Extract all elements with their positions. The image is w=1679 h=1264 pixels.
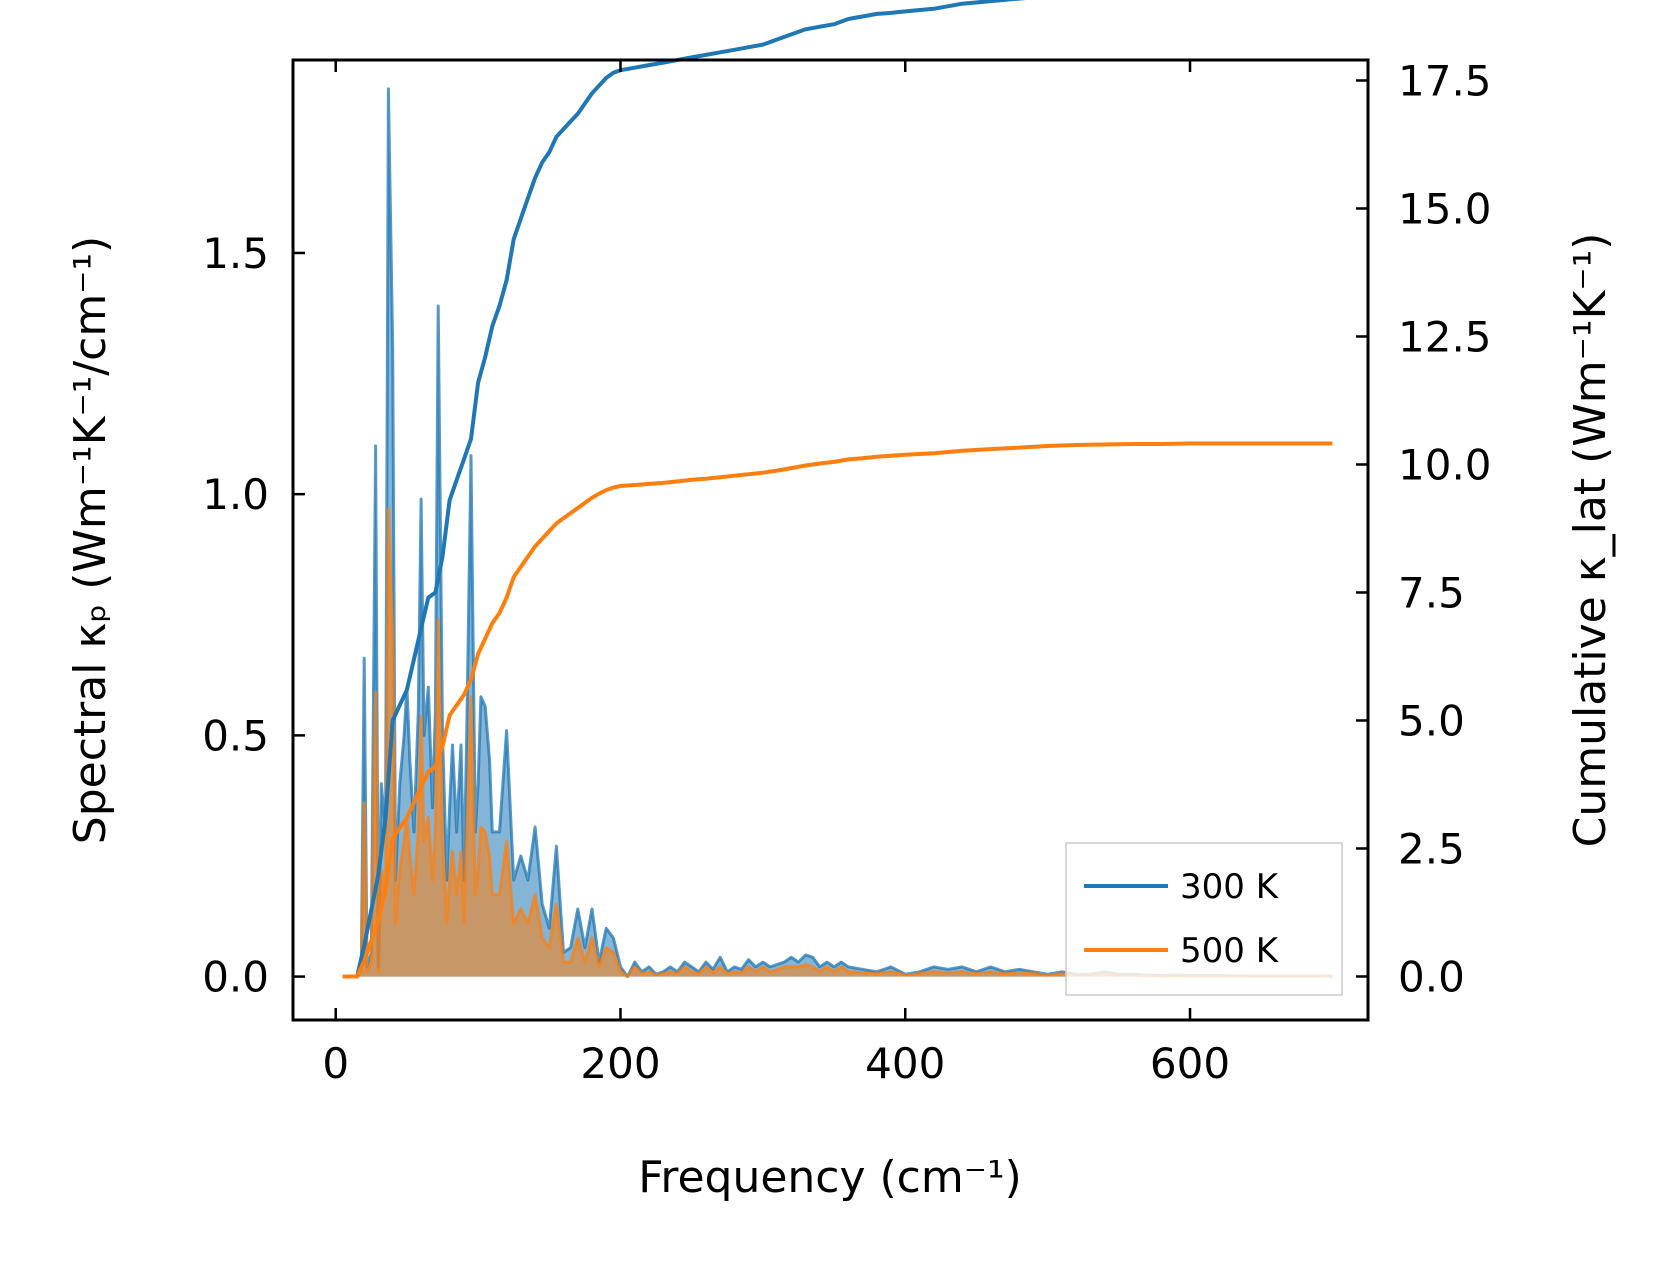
legend-box — [1065, 842, 1343, 996]
left-y-tick-label: 1.0 — [202, 470, 269, 519]
right-y-tick-label: 15.0 — [1398, 184, 1492, 233]
x-axis-label: Frequency (cm⁻¹) — [638, 1152, 1022, 1203]
right-y-axis-label: Cumulative κ_lat (Wm⁻¹K⁻¹) — [1565, 233, 1616, 848]
spectral-lines — [342, 87, 1333, 979]
x-tick-label: 0 — [322, 1039, 349, 1088]
left-y-axis-label: Spectral κₚ (Wm⁻¹K⁻¹/cm⁻¹) — [65, 236, 116, 844]
cumulative-line-300k — [342, 0, 1026, 979]
left-y-tick-label: 0.0 — [202, 953, 269, 1002]
right-y-tick-label: 5.0 — [1398, 696, 1465, 745]
right-y-tick-label: 10.0 — [1398, 440, 1492, 489]
spectral-fills — [342, 88, 1333, 977]
cumulative-lines — [342, 0, 1333, 979]
spectral-line-500k — [342, 507, 1333, 979]
right-y-tick-label: 0.0 — [1398, 952, 1465, 1001]
x-tick-label: 200 — [580, 1039, 660, 1088]
right-y-tick-label: 17.5 — [1398, 56, 1492, 105]
legend: 300 K 500 K — [1065, 842, 1343, 996]
plot-frame — [291, 58, 1370, 1022]
legend-label-300k: 300 K — [1180, 867, 1280, 907]
right-y-tick-label: 2.5 — [1398, 824, 1465, 873]
x-tick-label: 600 — [1150, 1039, 1230, 1088]
plot-area — [342, 0, 1333, 979]
spectral-fill-500k — [342, 508, 1333, 977]
cumulative-line-500k — [342, 441, 1333, 979]
legend-label-500k: 500 K — [1180, 931, 1280, 971]
right-y-axis-ticks: 0.0 2.5 5.0 7.5 10.0 12.5 15.0 17.5 — [1356, 56, 1492, 1001]
right-y-tick-label: 7.5 — [1398, 568, 1465, 617]
x-tick-label: 400 — [865, 1039, 945, 1088]
x-axis-ticks: 0 200 400 600 — [322, 60, 1230, 1088]
left-y-tick-label: 0.5 — [202, 711, 269, 760]
left-y-axis-ticks: 0.0 0.5 1.0 1.5 — [202, 229, 305, 1002]
left-y-tick-label: 1.5 — [202, 229, 269, 278]
right-y-tick-label: 12.5 — [1398, 312, 1492, 361]
